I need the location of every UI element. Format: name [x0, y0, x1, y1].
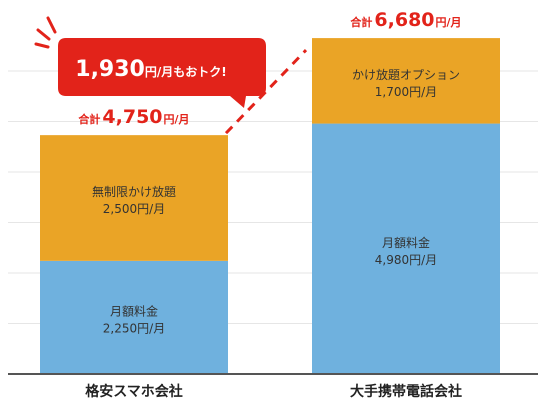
callout-amount: 1,930 — [75, 57, 145, 82]
total-label: 合計 6,680円/月 — [350, 9, 461, 31]
svg-text:1,930円/月もおトク!: 1,930円/月もおトク! — [75, 57, 226, 82]
segment-label: 無制限かけ放題 — [92, 184, 176, 199]
difference-connector-line — [224, 49, 308, 135]
category-label: 格安スマホ会社 — [85, 383, 183, 400]
bar-option-0 — [40, 135, 228, 261]
segment-value-label: 2,250円/月 — [103, 321, 165, 335]
callout-bubble — [58, 38, 266, 108]
segment-label: かけ放題オプション — [352, 67, 460, 82]
segment-value-label: 1,700円/月 — [375, 85, 437, 99]
callout-text: 円/月もおトク! — [145, 65, 227, 79]
bar-option-1 — [312, 38, 500, 124]
savings-callout: 1,930円/月もおトク! — [34, 16, 266, 108]
category-label: 大手携帯電話会社 — [350, 383, 462, 400]
segment-label: 月額料金 — [382, 235, 430, 250]
bar-base-0 — [40, 260, 228, 374]
emphasis-burst-icon — [34, 16, 57, 49]
total-label: 合計 4,750円/月 — [78, 106, 189, 128]
bars — [40, 38, 500, 374]
segment-value-label: 2,500円/月 — [103, 202, 165, 216]
segment-label: 月額料金 — [110, 303, 158, 318]
segment-value-label: 4,980円/月 — [375, 253, 437, 267]
bar-base-1 — [312, 123, 500, 374]
